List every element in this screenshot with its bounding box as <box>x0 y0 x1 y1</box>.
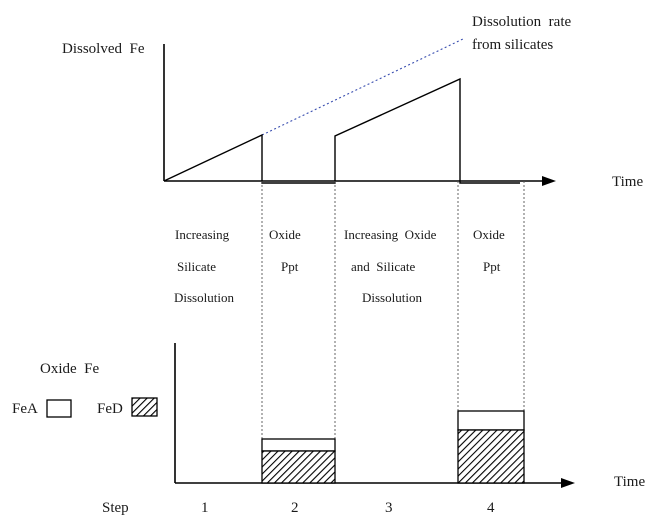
top-time-label: Time <box>612 174 643 190</box>
phase-4-line-2: Ppt <box>483 259 501 274</box>
phase-1-line-1: Increasing <box>175 227 230 242</box>
step-number-4: 4 <box>487 500 495 516</box>
step-row: Step 1 2 3 4 <box>102 500 495 516</box>
step-2-fed-segment <box>261 450 336 484</box>
step-2-bar <box>261 438 336 484</box>
phase-2-line-2: Ppt <box>281 259 299 274</box>
step-boundaries <box>261 181 525 440</box>
step-number-3: 3 <box>385 500 393 516</box>
legend: FeA FeD <box>12 397 158 418</box>
dissolved-fe-chart: Dissolved Fe Time Dissolution rate from … <box>62 14 643 190</box>
time-arrow-icon <box>542 176 556 186</box>
rate-label-line1: Dissolution rate <box>472 14 571 30</box>
step-4-bar <box>457 410 525 484</box>
dissolved-fe-trace <box>163 77 520 184</box>
phase-3-line-2: and Silicate <box>351 259 415 274</box>
step-label: Step <box>102 500 129 516</box>
silicate-rate-trend-line <box>261 37 466 136</box>
phase-3-line-3: Dissolution <box>362 290 422 305</box>
bottom-time-label: Time <box>614 474 645 490</box>
oxide-fe-axis-label: Oxide Fe <box>40 361 100 377</box>
time-arrow-icon <box>561 478 575 488</box>
step-4-fea-segment <box>457 410 525 431</box>
phase-2-line-1: Oxide <box>269 227 301 242</box>
phase-labels: Increasing Silicate Dissolution Oxide Pp… <box>174 227 505 305</box>
legend-fea-swatch <box>46 399 72 418</box>
legend-fed-swatch <box>131 397 158 417</box>
step-2-fea-segment <box>261 438 336 452</box>
phase-1-line-3: Dissolution <box>174 290 234 305</box>
phase-4-line-1: Oxide <box>473 227 505 242</box>
rate-label-line2: from silicates <box>472 37 553 53</box>
phase-1-line-2: Silicate <box>177 259 216 274</box>
step-number-1: 1 <box>201 500 209 516</box>
phase-3-line-1: Increasing Oxide <box>344 227 437 242</box>
legend-fea-label: FeA <box>12 401 38 417</box>
step-number-2: 2 <box>291 500 299 516</box>
legend-fed-label: FeD <box>97 401 123 417</box>
step-4-fed-segment <box>457 429 525 484</box>
dissolved-fe-axis-label: Dissolved Fe <box>62 41 145 57</box>
oxide-fe-chart: Oxide Fe FeA FeD Time <box>12 343 645 490</box>
